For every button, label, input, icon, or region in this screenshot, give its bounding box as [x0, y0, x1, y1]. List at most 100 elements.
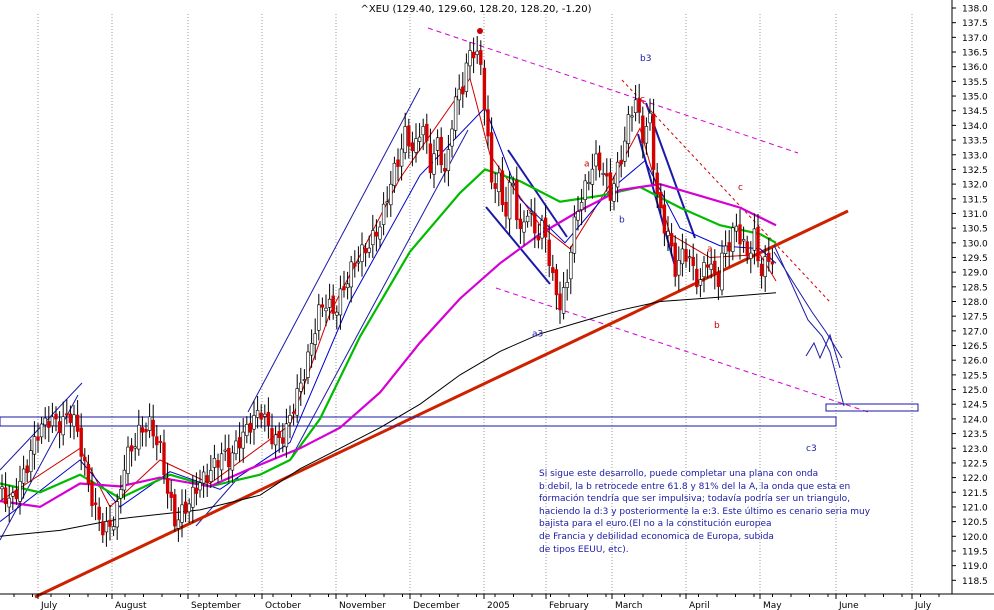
candle-body [500, 170, 505, 206]
candle-body [317, 304, 321, 331]
candle-body [623, 140, 627, 162]
price-tick-label: 125.0 [962, 386, 988, 396]
price-tick-label: 119.5 [962, 547, 988, 557]
price-tick-label: 124.5 [962, 401, 988, 411]
candle-body [29, 450, 33, 472]
month-label: September [191, 601, 241, 610]
candle-body [745, 241, 749, 257]
candle-body [32, 436, 37, 455]
candle-body [201, 471, 206, 484]
candle-body [263, 413, 267, 417]
candle-body [140, 427, 145, 433]
candle-body [36, 436, 40, 441]
price-tick-label: 121.5 [962, 489, 988, 499]
candle-body [529, 211, 533, 214]
candle-body [612, 183, 616, 202]
candle-body [3, 487, 8, 505]
candle-body [518, 218, 523, 229]
price-tick-label: 135.0 [962, 93, 988, 103]
candle-body [165, 477, 170, 494]
price-axis: 118.5 119.0 119.5 120.0 120.5 121.0 121.5 122.0… [951, 0, 994, 610]
candle-body [655, 172, 659, 195]
candle-body [86, 463, 91, 484]
candle-body [137, 424, 141, 450]
candle-body [407, 125, 411, 147]
candle-body [288, 415, 292, 424]
price-tick-label: 123.0 [962, 445, 988, 455]
price-tick-label: 128.5 [962, 283, 988, 293]
candle-body [284, 423, 289, 448]
candle-body [507, 181, 512, 220]
candle-body [371, 230, 375, 246]
candle-body [716, 272, 721, 287]
price-tick-label: 118.5 [962, 577, 988, 587]
candle-body [345, 283, 350, 289]
candle-body [108, 519, 112, 527]
candle-body [641, 115, 645, 144]
candle-body [590, 168, 595, 185]
price-tick-label: 121.0 [962, 503, 988, 513]
red-dashed-line [621, 79, 831, 303]
candle-body [212, 458, 217, 468]
candle-body [767, 252, 771, 262]
candle-body [727, 242, 731, 252]
candle-body [554, 269, 559, 296]
candle-body [417, 136, 422, 142]
price-tick-label: 131.5 [962, 195, 988, 205]
candle-body [403, 126, 407, 153]
candle-body [475, 50, 479, 55]
candle-body [482, 67, 487, 111]
candle-body [245, 423, 249, 436]
candle-body [133, 446, 137, 449]
candle-body [43, 417, 47, 426]
candle-body [497, 172, 501, 193]
candle-body [691, 256, 695, 267]
candle-body [101, 521, 105, 536]
candle-body [630, 115, 634, 118]
price-tick-label: 134.5 [962, 107, 988, 117]
candle-body [619, 160, 623, 165]
candle-body [90, 481, 94, 507]
candle-body [237, 437, 242, 449]
candle-body [533, 212, 537, 234]
candle-body [489, 132, 494, 183]
month-label: October [265, 601, 301, 610]
candle-body [648, 112, 652, 124]
candle-body [234, 440, 238, 455]
candle-body [601, 173, 605, 175]
candle-body [104, 521, 109, 533]
wave-label: c [640, 95, 645, 105]
wave-label: b [714, 321, 720, 331]
price-tick-label: 133.5 [962, 137, 988, 147]
moving-average-line [0, 182, 777, 509]
candle-body [723, 245, 728, 254]
candle-body [547, 239, 551, 266]
candle-body [194, 487, 199, 494]
trend-lines [0, 27, 919, 599]
candle-body [39, 423, 44, 438]
candle-body [583, 180, 587, 200]
magenta-dashed-lower [495, 287, 869, 413]
candle-body [680, 248, 685, 265]
candle-body [525, 215, 530, 223]
candle-body [126, 446, 130, 474]
candle-body [425, 123, 429, 142]
candle-body [576, 211, 580, 221]
candle-body [209, 470, 213, 482]
candle-body [54, 413, 58, 420]
price-tick-label: 131.0 [962, 210, 988, 220]
price-tick-label: 138.0 [962, 5, 988, 15]
month-label: May [763, 601, 782, 610]
price-tick-label: 136.0 [962, 63, 988, 73]
price-tick-label: 129.5 [962, 254, 988, 264]
candle-body [219, 453, 224, 471]
candle-body [734, 225, 739, 232]
candle-body [155, 436, 159, 446]
candle-body [291, 411, 296, 414]
candle-body [227, 448, 231, 468]
candle-body [551, 267, 555, 274]
candle-body [637, 98, 641, 113]
projection-path-1 [773, 244, 845, 407]
candle-body [421, 126, 425, 136]
